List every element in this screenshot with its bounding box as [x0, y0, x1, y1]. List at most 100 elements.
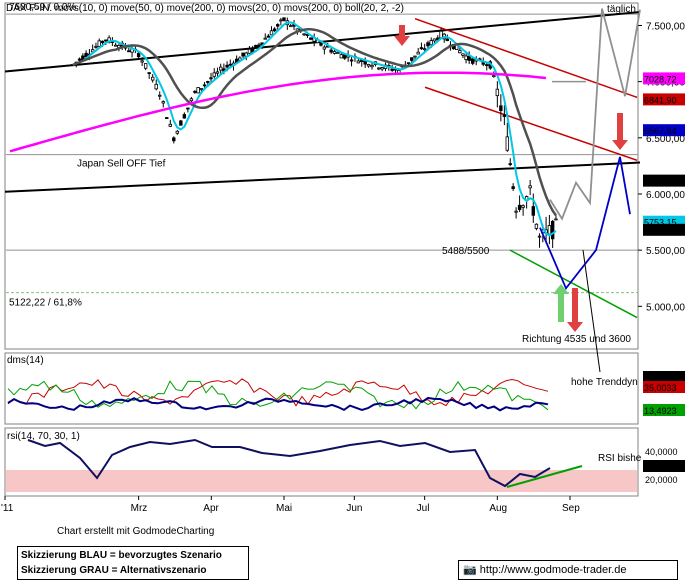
- candle-body: [182, 114, 187, 119]
- candle-body: [202, 84, 207, 87]
- level-label-2: 5488/5500: [442, 246, 490, 257]
- x-tick-label: Mai: [276, 503, 292, 514]
- candle-body: [508, 163, 512, 166]
- candle-body: [495, 88, 500, 97]
- dms-lines: [7, 378, 549, 412]
- candle-body: [514, 210, 518, 213]
- candle-body: [266, 35, 271, 38]
- level-label-0: 7600,59 / 0,0%: [9, 2, 76, 13]
- chart-credit: Chart erstellt mit GodmodeCharting: [57, 526, 215, 537]
- ma50-line: [72, 28, 557, 217]
- trend-lines: [4, 10, 641, 319]
- price-tick-label: 6.000,00: [646, 190, 685, 201]
- x-tick-label: '11: [1, 503, 14, 514]
- rsi-green-trendline: [506, 465, 583, 488]
- candle-body: [377, 67, 381, 70]
- value-tag-text: 13,4923: [644, 406, 677, 416]
- value-tag-bg: [643, 72, 685, 85]
- annotations: Richtung 4535 und 3600 hohe Trenddyn: [522, 249, 638, 388]
- lower-uptrend-line: [4, 161, 641, 193]
- candle-body: [422, 48, 427, 51]
- candle-body: [209, 77, 213, 80]
- candle-body: [429, 40, 433, 46]
- candle-body: [269, 30, 274, 36]
- candle-body: [366, 64, 371, 67]
- candle-body: [150, 76, 155, 81]
- candle-body: [172, 137, 176, 142]
- candle-body: [492, 75, 496, 78]
- candle-body: [276, 24, 280, 27]
- green-arrow-up: [553, 284, 569, 322]
- candle-body: [165, 117, 169, 119]
- candle-body: [241, 52, 245, 57]
- x-tick-label: Mrz: [131, 503, 148, 514]
- candle-body: [521, 205, 525, 208]
- legend-blue: Skizzierung BLAU = bevorzugtes Szenario: [21, 550, 222, 561]
- price-tick-label: 5.500,00: [646, 246, 685, 257]
- candle-body: [199, 88, 204, 90]
- candle-body: [363, 60, 367, 65]
- x-axis: '11 Mrz Apr Mai Jun Jul Aug Sep: [1, 496, 580, 514]
- candle-body: [212, 72, 216, 77]
- candle-body: [517, 204, 522, 210]
- candle-body: [168, 123, 172, 127]
- candle-body: [94, 45, 98, 48]
- candle-body: [332, 51, 337, 54]
- value-tag-bg: [643, 460, 685, 472]
- candle-body: [272, 28, 277, 32]
- price-y-axis: 5.000,005.500,006.000,006.500,007.000,00…: [638, 21, 685, 313]
- candle-body: [189, 98, 194, 102]
- candle-body: [528, 185, 532, 189]
- price-tick-label: 6.500,00: [646, 134, 685, 145]
- level-label-1: Japan Sell OFF Tief: [77, 159, 166, 170]
- value-tag-text: 5681,08: [644, 226, 677, 236]
- price-tick-label: 7.500,00: [646, 21, 685, 32]
- candle-body: [100, 40, 105, 44]
- downtrend-red-upper: [414, 18, 638, 99]
- candle-body: [77, 58, 82, 61]
- candle-body: [97, 40, 101, 47]
- candle-body: [349, 59, 354, 62]
- rsi-line: [27, 438, 551, 488]
- candle-body: [432, 38, 437, 42]
- value-tag-text: 35,0033: [644, 383, 677, 393]
- value-tag-bg: [643, 404, 685, 416]
- dms-panel: [4, 352, 639, 425]
- candle-body: [413, 55, 417, 58]
- candle-body: [254, 44, 258, 48]
- rsi-lines: [27, 438, 583, 488]
- arrow-shape: [612, 113, 628, 150]
- candle-body: [140, 60, 144, 63]
- candle-body: [282, 17, 286, 21]
- camera-icon: 📷: [463, 564, 477, 576]
- source-url[interactable]: 📷 http://www.godmode-trader.de: [458, 560, 678, 580]
- rsi-tick-20: 20,0000: [645, 475, 678, 485]
- candle-body: [445, 38, 450, 42]
- legend-grey: Skizzierung GRAU = Alternativszenario: [21, 565, 207, 576]
- candle-body: [336, 52, 340, 54]
- value-tag-text: 6567,84: [644, 126, 677, 136]
- candle-body: [288, 25, 293, 28]
- candle-body: [439, 30, 443, 39]
- annotation-trend: hohe Trenddyn: [571, 377, 638, 388]
- rsi-title: rsi(14, 70, 30, 1): [7, 431, 80, 442]
- price-tick-label: 5.000,00: [646, 302, 685, 313]
- candle-body: [193, 91, 197, 93]
- candle-body: [143, 63, 148, 69]
- candle-body: [370, 65, 374, 68]
- candle-body: [84, 52, 88, 58]
- value-tag-text: 6841,90: [644, 95, 677, 105]
- candle-body: [279, 19, 283, 22]
- candle-body: [154, 83, 158, 90]
- candle-body: [511, 186, 515, 190]
- candle-body: [550, 220, 555, 240]
- value-tag-bg: [643, 381, 685, 393]
- levels: 7600,59 / 0,0% Japan Sell OFF Tief 5488/55…: [6, 2, 638, 309]
- annotation-direction: Richtung 4535 und 3600: [522, 334, 631, 345]
- scenario-legend: Skizzierung BLAU = bevorzugtes Szenario …: [17, 546, 249, 580]
- rsi-annotation: RSI bishe: [598, 453, 642, 464]
- candle-body: [247, 48, 252, 54]
- candle-body: [206, 81, 210, 83]
- value-tag-bg: [643, 93, 685, 106]
